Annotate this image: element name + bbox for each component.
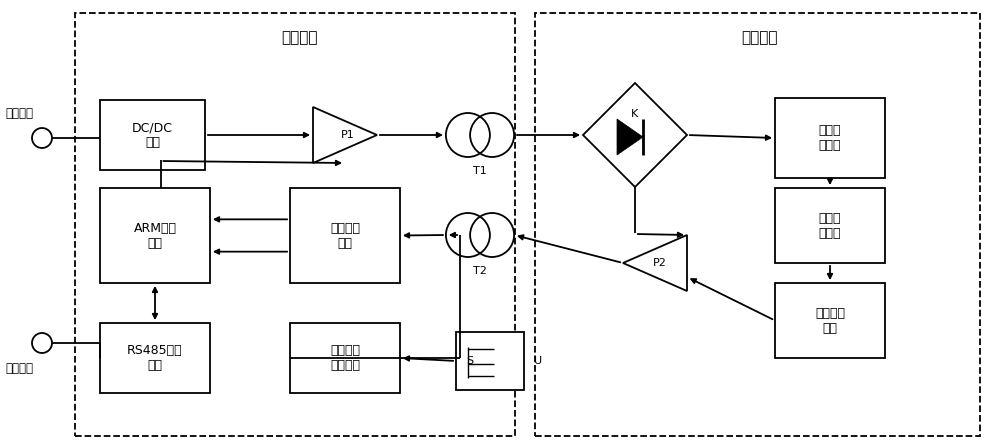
Text: DC/DC
单元: DC/DC 单元 [132,121,173,149]
Bar [775,98,885,178]
Text: P2: P2 [653,258,667,268]
Text: U: U [534,356,542,366]
Text: 信号转换
电路: 信号转换 电路 [330,221,360,250]
Bar [100,323,210,393]
Polygon shape [617,119,643,155]
Text: 定子系统: 定子系统 [282,30,318,46]
Bar [775,188,885,263]
Text: P1: P1 [341,130,355,140]
Text: RS485通信
接口: RS485通信 接口 [127,344,183,372]
Bar [456,332,524,390]
Bar [100,188,210,283]
Bar [290,323,400,393]
Text: S: S [466,356,474,366]
Text: 转子系统: 转子系统 [742,30,778,46]
Text: 应变电
阻电桥: 应变电 阻电桥 [819,124,841,152]
Text: 转速信号
调理单元: 转速信号 调理单元 [330,344,360,372]
Text: 信号输出: 信号输出 [5,362,33,375]
Text: T2: T2 [473,266,487,276]
Text: 信号变
换单元: 信号变 换单元 [819,211,841,240]
Bar [75,13,515,436]
Text: 电源输入: 电源输入 [5,107,33,120]
Bar [290,188,400,283]
Text: ARM微控
制器: ARM微控 制器 [134,221,176,250]
Text: T1: T1 [473,166,487,176]
Text: 带阻滤波
单元: 带阻滤波 单元 [815,306,845,335]
Text: K: K [631,109,639,119]
Bar [535,13,980,436]
Bar [100,100,205,170]
Bar [775,283,885,358]
